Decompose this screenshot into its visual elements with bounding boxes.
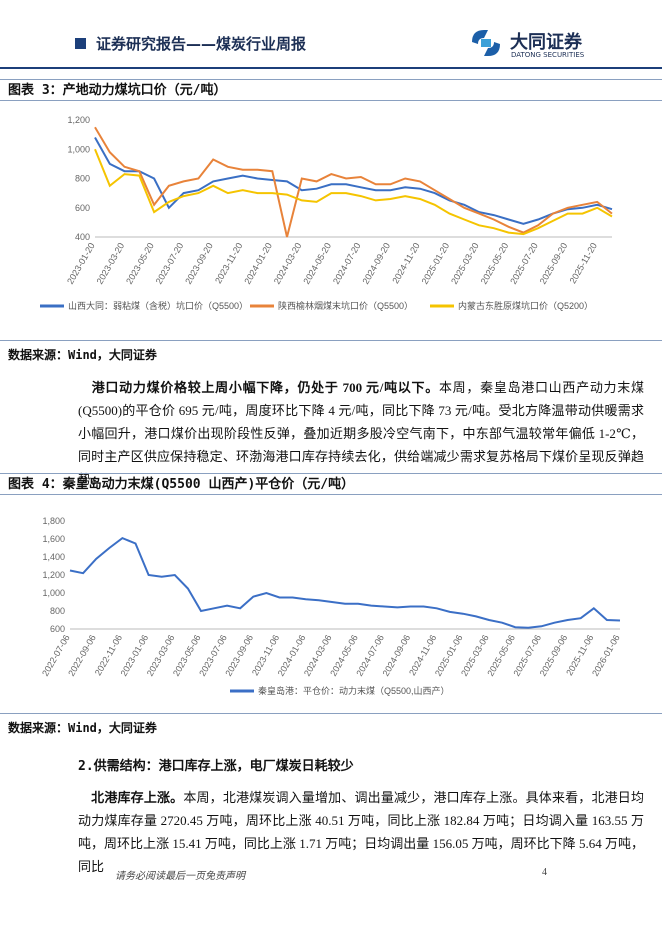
y-tick-label: 1,400 <box>42 552 65 562</box>
rule <box>0 713 662 714</box>
x-tick-label: 2025-03-20 <box>449 241 481 286</box>
figure-caption: 图表 3：产地动力煤坑口价（元/吨） <box>0 79 662 101</box>
x-tick-label: 2023-07-20 <box>154 241 186 286</box>
x-tick-label: 2024-05-20 <box>301 241 333 286</box>
x-tick-label: 2025-09-20 <box>538 241 570 286</box>
x-tick-label: 2024-01-20 <box>242 241 274 286</box>
header-marker <box>75 38 86 49</box>
line <box>94 126 613 238</box>
paragraph-body: 本周，北港煤炭调入量增加、调出量减少，港口库存上涨。具体来看，北港日均动力煤库存… <box>78 790 644 874</box>
rule <box>0 340 662 341</box>
x-tick-label: 2025-11-20 <box>568 241 599 285</box>
section-heading: 2.供需结构：港口库存上涨，电厂煤炭日耗较少 <box>78 759 354 774</box>
paragraph: 北港库存上涨。本周，北港煤炭调入量增加、调出量减少，港口库存上涨。具体来看，北港… <box>78 786 644 878</box>
x-tick-label: 2024-03-20 <box>272 241 304 286</box>
x-tick-label: 2025-07-20 <box>508 241 540 286</box>
y-tick-label: 1,600 <box>42 534 65 544</box>
x-tick-label: 2023-01-20 <box>65 241 97 286</box>
x-tick-label: 2026-01-06 <box>590 633 622 678</box>
x-tick-label: 2024-09-20 <box>360 241 392 286</box>
y-tick-label: 800 <box>50 606 65 616</box>
header-rule <box>0 67 662 69</box>
y-tick-label: 1,800 <box>42 516 65 526</box>
x-tick-label: 2024-07-20 <box>331 241 363 286</box>
header-title: 证券研究报告——煤炭行业周报 <box>96 35 307 53</box>
y-tick-label: 1,200 <box>42 570 65 580</box>
paragraph-lead: 北港库存上涨。 <box>91 790 184 805</box>
y-tick-label: 400 <box>75 232 90 242</box>
x-tick-label: 2025-05-20 <box>479 241 511 286</box>
legend-label: 内蒙古东胜原煤坑口价（Q5200） <box>458 300 593 311</box>
legend-label: 秦皇岛港：平仓价：动力末煤（Q5500,山西产） <box>258 685 450 696</box>
y-tick-label: 1,200 <box>67 115 90 125</box>
source: 数据来源：Wind，大同证券 <box>8 348 157 362</box>
chart: 4006008001,0001,2002023-01-202023-03-202… <box>40 115 613 311</box>
legend-label: 山西大同：弱粘煤（含税）坑口价（Q5500） <box>68 300 248 311</box>
x-tick-label: 2024-11-20 <box>390 241 421 285</box>
x-tick-label: 2023-03-20 <box>95 241 127 286</box>
paragraph: 港口动力煤价格较上周小幅下降，仍处于 700 元/吨以下。本周，秦皇岛港口山西产… <box>78 376 644 491</box>
y-tick-label: 600 <box>75 203 90 213</box>
x-tick-label: 2023-09-20 <box>183 241 215 286</box>
logo-text: 大同证券 <box>510 32 582 53</box>
line <box>69 536 621 629</box>
chart: 6008001,0001,2001,4001,6001,8002022-07-0… <box>40 516 622 696</box>
y-tick-label: 1,000 <box>42 588 65 598</box>
logo-icon <box>472 30 500 56</box>
paragraph-lead: 港口动力煤价格较上周小幅下降，仍处于 700 元/吨以下。 <box>91 380 439 395</box>
logo-sub: DATONG SECURITIES <box>511 51 585 59</box>
paragraph-body: 本周，秦皇岛港口山西产动力末煤(Q5500)的平仓价 695 元/吨，周度环比下… <box>78 380 644 487</box>
x-tick-label: 2025-01-20 <box>420 241 452 286</box>
line <box>94 148 613 236</box>
y-tick-label: 800 <box>75 174 90 184</box>
figure-caption: 图表 4：秦皇岛动力末煤(Q5500 山西产)平仓价（元/吨） <box>0 473 662 495</box>
disclaimer: 请务必阅读最后一页免责声明 <box>115 871 245 882</box>
y-tick-label: 1,000 <box>67 144 90 154</box>
page-number: 4 <box>542 867 547 878</box>
y-tick-label: 600 <box>50 624 65 634</box>
x-tick-label: 2023-11-20 <box>213 241 244 285</box>
legend-label: 陕西榆林烟煤末坑口价（Q5500） <box>278 300 413 311</box>
source: 数据来源：Wind，大同证券 <box>8 721 157 735</box>
line <box>94 137 613 225</box>
x-tick-label: 2023-05-20 <box>124 241 156 286</box>
